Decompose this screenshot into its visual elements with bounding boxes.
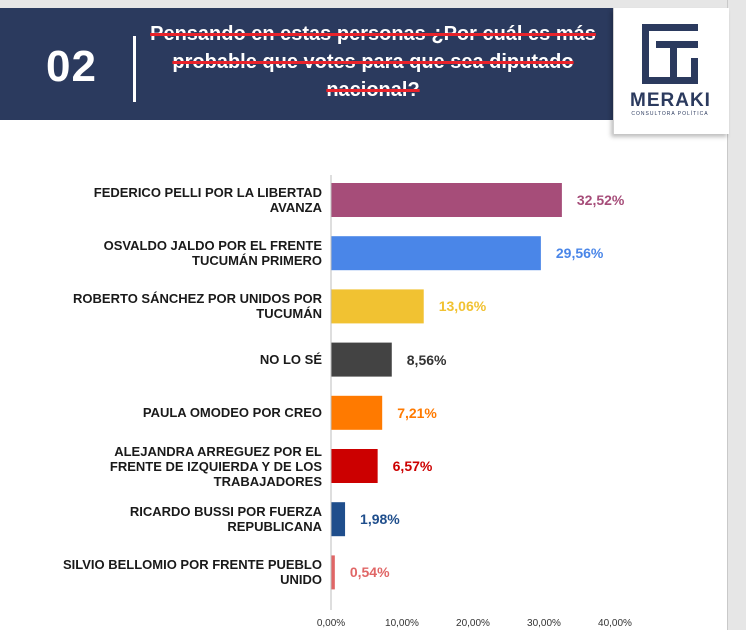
value-label: 13,06% <box>438 298 487 315</box>
bar <box>331 555 335 590</box>
bar <box>331 342 392 377</box>
value-label: 8,56% <box>406 351 447 368</box>
bar <box>331 395 383 430</box>
category-label: SILVIO BELLOMIO POR FRENTE PUEBLO UNIDO <box>62 557 322 588</box>
value-label: 32,52% <box>576 192 625 208</box>
meraki-logo-mark <box>642 24 698 84</box>
category-label: RICARDO BUSSI POR FUERZA REPUBLICANA <box>129 504 322 535</box>
value-label: 1,98% <box>360 511 400 528</box>
value-label: 0,54% <box>349 564 390 581</box>
window-frame-right <box>727 0 746 630</box>
question-header: 02 Pensando en estas personas ¿Por cuál … <box>0 8 613 120</box>
x-tick-label: 30,00% <box>527 618 561 629</box>
category-label: PAULA OMODEO POR CREO <box>142 405 322 421</box>
bars-layer <box>331 183 562 590</box>
category-label: NO LO SÉ <box>259 352 322 368</box>
meraki-logo: MERAKI CONSULTORA POLÍTICA <box>613 8 729 134</box>
category-label: ALEJANDRA ARREGUEZ POR EL FRENTE DE IZQU… <box>109 443 322 489</box>
bar <box>331 236 541 271</box>
value-label: 6,57% <box>392 458 433 474</box>
value-label: 7,21% <box>397 404 437 421</box>
x-tick-label: 0,00% <box>316 618 346 629</box>
category-label: ROBERTO SÁNCHEZ POR UNIDOS POR TUCUMÁN <box>73 291 322 322</box>
bar <box>331 502 346 537</box>
x-tick-label: 10,00% <box>385 618 419 629</box>
logo-subtitle: CONSULTORA POLÍTICA <box>631 111 709 117</box>
x-tick-label: 40,00% <box>598 618 632 629</box>
category-label: OSVALDO JALDO POR EL FRENTE TUCUMÁN PRIM… <box>103 238 322 269</box>
bar <box>331 449 378 483</box>
value-label: 29,56% <box>555 245 604 262</box>
header-divider <box>133 36 136 102</box>
x-tick-label: 20,00% <box>456 618 490 629</box>
logo-name: MERAKI <box>630 90 711 111</box>
question-number: 02 <box>46 42 97 91</box>
bar <box>331 183 562 217</box>
question-text: Pensando en estas personas ¿Por cuál es … <box>150 23 596 101</box>
category-label: FEDERICO PELLI POR LA LIBERTAD AVANZA <box>93 185 322 215</box>
bar <box>331 289 424 324</box>
